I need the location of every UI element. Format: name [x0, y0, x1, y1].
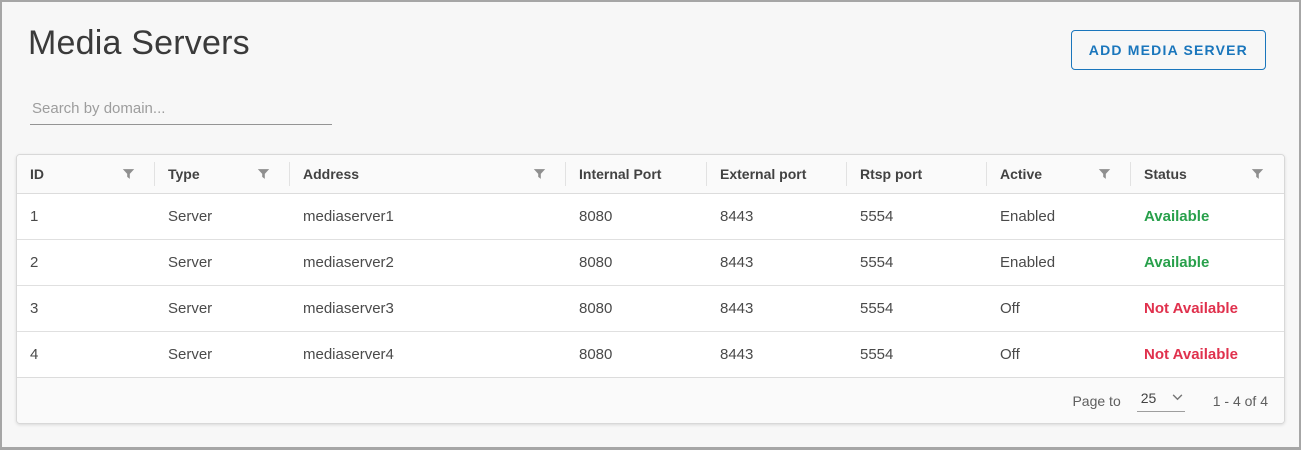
type-cell: Server — [155, 192, 290, 239]
column-header-active[interactable]: Active — [987, 155, 1131, 194]
search-section — [2, 70, 1299, 125]
media-servers-table-card: ID Type — [16, 154, 1285, 424]
column-label: Rtsp port — [860, 165, 923, 182]
active-cell: Off — [987, 284, 1131, 331]
external-port-cell: 8443 — [707, 192, 847, 239]
external-port-cell: 8443 — [707, 330, 847, 377]
table-row: 3 Server mediaserver3 8080 8443 5554 Off… — [17, 284, 1284, 331]
address-cell: mediaserver1 — [290, 192, 566, 239]
status-cell: Available — [1131, 192, 1284, 239]
column-header-status[interactable]: Status — [1131, 155, 1284, 194]
add-media-server-button[interactable]: ADD MEDIA SERVER — [1070, 30, 1266, 70]
table-row: 1 Server mediaserver1 8080 8443 5554 Ena… — [17, 192, 1284, 239]
page-size-value: 25 — [1140, 389, 1157, 406]
address-cell: mediaserver4 — [290, 330, 566, 377]
address-cell: mediaserver2 — [290, 238, 566, 285]
column-label: Active — [1000, 165, 1043, 182]
active-cell: Off — [987, 330, 1131, 377]
address-cell: mediaserver3 — [290, 284, 566, 331]
page-size-select[interactable]: 25 — [1136, 389, 1185, 412]
column-header-external-port[interactable]: External port — [707, 155, 847, 194]
id-cell: 3 — [17, 284, 155, 331]
column-header-rtsp-port[interactable]: Rtsp port — [847, 155, 987, 194]
type-cell: Server — [155, 238, 290, 285]
search-input[interactable] — [30, 96, 332, 125]
id-cell: 2 — [17, 238, 155, 285]
top-bar: Media Servers ADD MEDIA SERVER — [2, 2, 1299, 70]
rtsp-port-cell: 5554 — [847, 192, 987, 239]
active-cell: Enabled — [987, 238, 1131, 285]
column-label: External port — [720, 165, 807, 182]
active-cell: Enabled — [987, 192, 1131, 239]
chevron-down-icon — [1172, 394, 1183, 401]
type-cell: Server — [155, 330, 290, 377]
column-label: Status — [1144, 165, 1187, 182]
column-header-internal-port[interactable]: Internal Port — [566, 155, 707, 194]
filter-icon[interactable] — [531, 166, 548, 182]
internal-port-cell: 8080 — [566, 330, 707, 377]
filter-icon[interactable] — [1249, 166, 1266, 182]
rtsp-port-cell: 5554 — [847, 284, 987, 331]
internal-port-cell: 8080 — [566, 192, 707, 239]
range-label: 1 - 4 of 4 — [1212, 392, 1268, 409]
rtsp-port-cell: 5554 — [847, 238, 987, 285]
column-label: Address — [303, 165, 360, 182]
status-cell: Available — [1131, 238, 1284, 285]
table-header: ID Type — [17, 155, 1284, 194]
type-cell: Server — [155, 284, 290, 331]
column-header-type[interactable]: Type — [155, 155, 290, 194]
table-row: 4 Server mediaserver4 8080 8443 5554 Off… — [17, 330, 1284, 377]
column-header-address[interactable]: Address — [290, 155, 566, 194]
column-label: Internal Port — [579, 165, 662, 182]
table-body: 1 Server mediaserver1 8080 8443 5554 Ena… — [17, 192, 1284, 377]
external-port-cell: 8443 — [707, 238, 847, 285]
column-label: Type — [168, 165, 200, 182]
internal-port-cell: 8080 — [566, 284, 707, 331]
status-cell: Not Available — [1131, 284, 1284, 331]
filter-icon[interactable] — [1096, 166, 1113, 182]
media-servers-table: ID Type — [17, 155, 1284, 377]
filter-icon[interactable] — [255, 166, 272, 182]
filter-icon[interactable] — [120, 166, 137, 182]
page-title: Media Servers — [28, 24, 250, 62]
internal-port-cell: 8080 — [566, 238, 707, 285]
id-cell: 4 — [17, 330, 155, 377]
column-header-id[interactable]: ID — [17, 155, 155, 194]
column-label: ID — [30, 165, 44, 182]
external-port-cell: 8443 — [707, 284, 847, 331]
rtsp-port-cell: 5554 — [847, 330, 987, 377]
id-cell: 1 — [17, 192, 155, 239]
pagination-bar: Page to 25 1 - 4 of 4 — [17, 377, 1284, 423]
page-to-label: Page to — [1072, 392, 1121, 409]
status-cell: Not Available — [1131, 330, 1284, 377]
table-row: 2 Server mediaserver2 8080 8443 5554 Ena… — [17, 238, 1284, 285]
